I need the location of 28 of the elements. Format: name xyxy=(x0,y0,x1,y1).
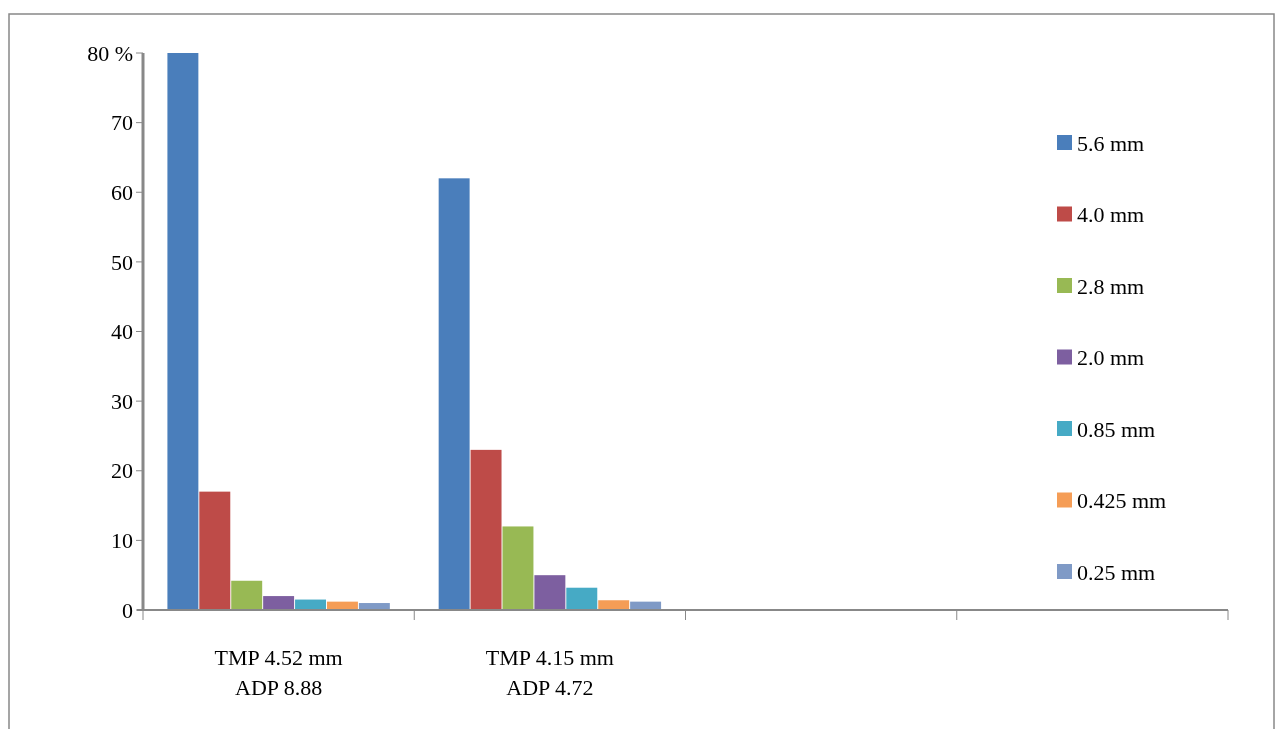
legend-label: 2.0 mm xyxy=(1077,345,1145,371)
legend-label: 0.85 mm xyxy=(1077,416,1156,442)
y-tick-label: 10 xyxy=(111,528,133,554)
legend-label: 0.425 mm xyxy=(1077,488,1167,514)
bar xyxy=(199,491,231,610)
legend-label: 2.8 mm xyxy=(1077,273,1145,299)
bar xyxy=(566,587,598,610)
bar xyxy=(534,575,566,610)
y-tick-label: 30 xyxy=(111,388,133,414)
y-tick-label: 0 xyxy=(122,597,133,623)
x-tick-label: TMP 4.15 mm ADP 4.72 xyxy=(485,645,614,700)
y-tick-label: 50 xyxy=(111,249,133,275)
y-tick-label: 20 xyxy=(111,458,133,484)
legend-label: 0.25 mm xyxy=(1077,559,1156,585)
bar xyxy=(598,600,630,610)
legend-label: 4.0 mm xyxy=(1077,202,1145,228)
bar xyxy=(167,53,199,610)
y-tick-label: 80 % xyxy=(87,40,133,66)
x-tick-label: TMP 4.52 mm ADP 8.88 xyxy=(214,645,343,700)
bar xyxy=(502,526,534,610)
y-tick-label: 40 xyxy=(111,319,133,345)
y-tick-label: 60 xyxy=(111,179,133,205)
bar xyxy=(263,596,295,610)
legend-label: 5.6 mm xyxy=(1077,130,1145,156)
y-tick-label: 70 xyxy=(111,110,133,136)
bar xyxy=(231,580,263,610)
bar xyxy=(438,178,470,610)
bar xyxy=(470,449,502,610)
